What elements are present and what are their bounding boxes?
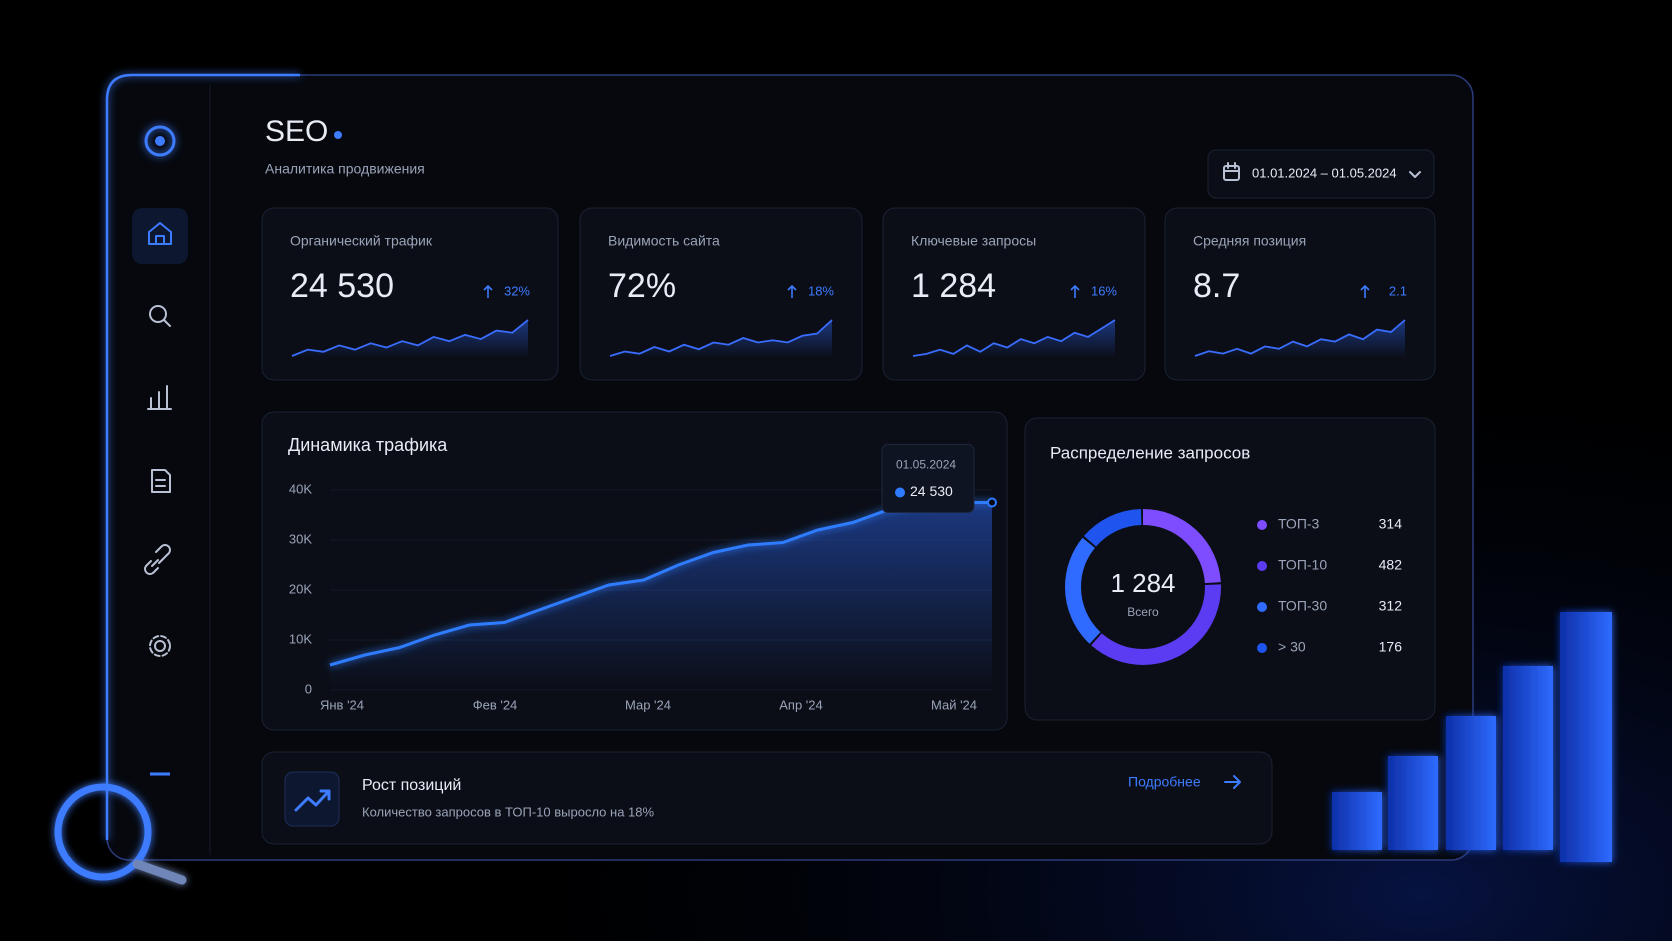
sparkline xyxy=(1194,319,1406,357)
sparkline xyxy=(291,319,529,357)
trend-icon xyxy=(294,789,331,812)
legend-dot xyxy=(1257,520,1267,530)
legend-dot xyxy=(1257,643,1267,653)
kpi-value: 1 284 xyxy=(911,267,996,305)
donut-segment xyxy=(1065,509,1221,665)
deco-bar xyxy=(1388,756,1438,850)
y-tick-label: 40K xyxy=(289,481,312,496)
nav-links[interactable] xyxy=(144,544,171,575)
home-icon xyxy=(148,222,172,245)
nav-search[interactable] xyxy=(149,305,171,327)
logo xyxy=(144,125,176,157)
banner-text: Количество запросов в ТОП-10 выросло на … xyxy=(362,804,655,819)
distribution-title: Распределение запросов xyxy=(1050,443,1250,462)
x-tick-label: Янв '24 xyxy=(320,697,364,712)
y-tick-label: 0 xyxy=(305,681,312,696)
nav-analytics[interactable] xyxy=(147,385,172,410)
legend-dot xyxy=(1257,561,1267,571)
nav-settings[interactable] xyxy=(149,635,171,657)
sparkline-area xyxy=(1195,320,1405,358)
legend-dot xyxy=(1257,602,1267,612)
decorative-magnifier xyxy=(54,783,187,885)
distribution-panel xyxy=(1024,417,1436,721)
legend-name: > 30 xyxy=(1278,639,1306,655)
kpi-label: Средняя позиция xyxy=(1193,233,1306,249)
kpi-label: Ключевые запросы xyxy=(911,233,1036,249)
page-title: SEO xyxy=(265,115,328,148)
deco-bar xyxy=(1503,666,1553,850)
legend-value: 314 xyxy=(1379,516,1403,532)
kpi-change: 32% xyxy=(504,283,530,298)
kpi-change: 16% xyxy=(1091,283,1117,298)
legend-value: 312 xyxy=(1379,598,1403,614)
link-arrow xyxy=(1224,775,1241,789)
date-picker[interactable] xyxy=(1207,149,1435,199)
change-arrow xyxy=(483,284,493,298)
x-tick-label: Мар '24 xyxy=(625,697,671,712)
tooltip-date: 01.05.2024 xyxy=(896,458,956,472)
line-end-point xyxy=(987,497,997,508)
distribution-chart: ТОП-3 314 ТОП-10 482 ТОП-30 312 > 30 176 1 284 Вс… xyxy=(1065,509,1403,665)
kpi-change: 2.1 xyxy=(1389,283,1407,298)
date-range: 01.01.2024 – 01.05.2024 xyxy=(1252,165,1397,180)
tooltip xyxy=(881,444,975,513)
nav-reports[interactable] xyxy=(151,469,171,493)
legend-name: ТОП-30 xyxy=(1278,598,1327,614)
traffic-title: Динамика трафика xyxy=(288,435,448,455)
sparkline xyxy=(912,319,1116,357)
kpi-card xyxy=(579,207,863,381)
donut-segment xyxy=(1065,509,1221,665)
legend-value: 176 xyxy=(1379,639,1403,655)
change-arrow xyxy=(1360,284,1370,298)
x-tick-label: Апр '24 xyxy=(779,697,823,712)
change-arrow xyxy=(787,284,797,298)
kpi-value: 8.7 xyxy=(1193,267,1240,305)
traffic-area xyxy=(330,502,992,690)
title-dot xyxy=(334,131,342,139)
deco-bar xyxy=(1560,612,1612,862)
logo-dot xyxy=(155,136,165,146)
decorative-bars xyxy=(1332,612,1612,862)
traffic-chart: 0 10K 20K 30K 40K Янв '24 Фев '24 Мар '24 Апр '2… xyxy=(289,444,997,712)
tooltip-value: 24 530 xyxy=(910,483,953,499)
calendar-icon xyxy=(1223,162,1240,181)
kpi-label: Органический трафик xyxy=(290,233,433,249)
dropdown-chevron xyxy=(1409,171,1421,178)
banner-icon-box xyxy=(284,771,340,827)
kpi-value: 24 530 xyxy=(290,267,394,305)
legend-name: ТОП-3 xyxy=(1278,516,1320,532)
kpi-value: 72% xyxy=(608,267,676,305)
page-subtitle: Аналитика продвижения xyxy=(265,161,425,177)
legend-value: 482 xyxy=(1379,557,1403,573)
panel-edge-glow xyxy=(105,73,300,840)
tooltip-dot xyxy=(895,487,905,498)
legend-name: ТОП-10 xyxy=(1278,557,1327,573)
kpi-change: 18% xyxy=(808,283,834,298)
change-arrow xyxy=(1070,284,1080,298)
y-tick-label: 30K xyxy=(289,531,312,546)
traffic-line xyxy=(329,501,992,667)
donut-segment xyxy=(1065,509,1221,665)
banner-link[interactable]: Подробнее xyxy=(1128,774,1201,790)
kpi-row: Органический трафик 24 530 32% Видимость са… xyxy=(261,207,1436,381)
sidebar xyxy=(132,125,188,776)
sparkline-area xyxy=(610,320,832,358)
donut-total-label: Всего xyxy=(1127,605,1159,619)
kpi-label: Видимость сайта xyxy=(608,233,720,249)
banner xyxy=(261,751,1273,845)
x-tick-label: Фев '24 xyxy=(473,697,518,712)
sparkline xyxy=(609,319,833,357)
sparkline-area xyxy=(292,320,528,358)
donut-total: 1 284 xyxy=(1110,568,1175,598)
deco-bar xyxy=(1446,716,1496,850)
deco-bar xyxy=(1332,792,1382,850)
banner-title: Рост позиций xyxy=(362,777,461,794)
y-tick-label: 20K xyxy=(289,581,312,596)
y-tick-label: 10K xyxy=(289,631,312,646)
x-tick-label: Май '24 xyxy=(931,697,977,712)
